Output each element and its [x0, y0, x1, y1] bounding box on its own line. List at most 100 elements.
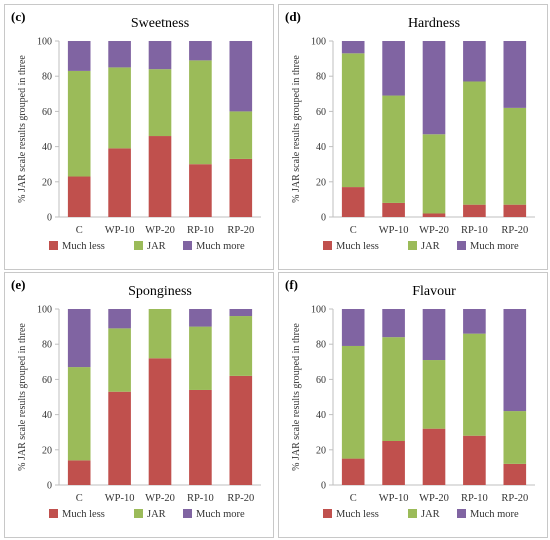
y-tick-label: 40	[42, 142, 52, 153]
x-tick-label: RP-20	[227, 493, 254, 504]
x-tick-label: RP-10	[187, 225, 214, 236]
x-tick-label: RP-10	[461, 493, 488, 504]
bar-jar-c	[67, 70, 91, 177]
stacked-bar-chart: (c) Sweetness % JAR scale results grouped …	[11, 9, 261, 252]
bar-much-more-rp-20	[229, 309, 253, 317]
bar-much-less-wp-10	[382, 202, 405, 217]
x-tick-label: WP-20	[419, 225, 449, 236]
bar-much-more-rp-20	[229, 41, 253, 112]
legend-swatch-jar	[408, 509, 417, 518]
y-tick-label: 60	[316, 375, 326, 386]
bar-much-less-wp-20	[148, 358, 172, 485]
y-tick-label: 20	[316, 177, 326, 188]
bar-jar-rp-10	[189, 60, 212, 165]
y-tick-label: 100	[37, 37, 52, 48]
legend-label-much-more: Much more	[196, 509, 245, 520]
bar-jar-wp-10	[108, 328, 131, 392]
bar-much-more-rp-20	[503, 309, 527, 412]
bar-much-more-rp-10	[189, 41, 212, 61]
bar-much-less-rp-20	[229, 375, 253, 485]
bar-jar-c	[341, 345, 365, 459]
bar-much-less-rp-10	[463, 435, 486, 485]
x-tick-label: WP-20	[419, 493, 449, 504]
bar-much-more-wp-20	[422, 309, 446, 361]
bar-much-less-wp-10	[108, 391, 131, 485]
x-tick-label: WP-10	[379, 225, 409, 236]
x-tick-label: WP-10	[105, 225, 135, 236]
x-tick-label: WP-10	[379, 493, 409, 504]
y-tick-label: 0	[321, 213, 326, 224]
bar-much-more-wp-10	[382, 41, 405, 96]
bar-jar-wp-10	[382, 337, 405, 441]
bar-much-less-rp-10	[189, 164, 212, 217]
y-tick-label: 40	[42, 410, 52, 421]
bar-much-less-c	[341, 187, 365, 217]
bar-much-less-rp-10	[189, 389, 212, 485]
x-tick-label: C	[350, 493, 357, 504]
legend-swatch-much-more	[457, 509, 466, 518]
legend-swatch-much-more	[183, 241, 192, 250]
y-tick-label: 0	[47, 481, 52, 492]
bar-jar-rp-10	[463, 333, 486, 436]
legend-swatch-much-less	[323, 241, 332, 250]
legend-swatch-much-more	[457, 241, 466, 250]
bar-jar-rp-20	[503, 107, 527, 205]
y-tick-label: 80	[42, 340, 52, 351]
legend-swatch-much-more	[183, 509, 192, 518]
legend-label-much-less: Much less	[336, 241, 379, 252]
legend-label-jar: JAR	[147, 241, 166, 252]
x-tick-label: RP-20	[501, 493, 528, 504]
bar-jar-rp-20	[503, 411, 527, 464]
y-tick-label: 100	[37, 305, 52, 316]
bar-jar-wp-10	[382, 95, 405, 203]
bar-much-less-rp-10	[463, 204, 486, 217]
bar-much-less-rp-20	[503, 463, 527, 485]
stacked-bar-chart: (d) Hardness % JAR scale results grouped i…	[285, 9, 535, 252]
x-tick-label: C	[76, 493, 83, 504]
bar-much-less-c	[67, 176, 91, 217]
bar-jar-wp-20	[422, 360, 446, 429]
bar-much-more-wp-10	[382, 309, 405, 338]
chart-panel-sweetness: (c) Sweetness % JAR scale results grouped …	[4, 4, 274, 270]
y-tick-label: 80	[42, 72, 52, 83]
bar-jar-c	[67, 367, 91, 461]
bar-much-less-rp-20	[229, 158, 253, 217]
bar-jar-c	[341, 53, 365, 188]
x-tick-label: C	[350, 225, 357, 236]
legend-swatch-jar	[134, 241, 143, 250]
bar-much-less-wp-10	[382, 441, 405, 485]
legend-swatch-much-less	[323, 509, 332, 518]
stacked-bar-chart: (f) Flavour % JAR scale results grouped in…	[285, 277, 535, 520]
legend-label-much-more: Much more	[470, 509, 519, 520]
legend-swatch-much-less	[49, 509, 58, 518]
y-tick-label: 60	[42, 107, 52, 118]
bar-jar-rp-20	[229, 316, 253, 376]
legend-swatch-jar	[408, 241, 417, 250]
y-tick-label: 100	[311, 37, 326, 48]
bar-jar-rp-10	[463, 81, 486, 205]
x-tick-label: C	[76, 225, 83, 236]
legend-label-much-more: Much more	[470, 241, 519, 252]
x-tick-label: RP-10	[187, 493, 214, 504]
chart-panel-sponginess: (e) Sponginess % JAR scale results grouped…	[4, 272, 274, 538]
bar-much-more-rp-20	[503, 41, 527, 108]
legend-label-jar: JAR	[147, 509, 166, 520]
bar-much-less-rp-20	[503, 204, 527, 217]
bar-much-less-wp-10	[108, 148, 131, 217]
bar-jar-wp-10	[108, 67, 131, 149]
y-tick-label: 60	[42, 375, 52, 386]
y-axis-label: % JAR scale results grouped in three	[17, 55, 28, 203]
y-axis-label: % JAR scale results grouped in three	[291, 55, 302, 203]
legend-label-much-more: Much more	[196, 241, 245, 252]
bar-jar-wp-20	[422, 134, 446, 214]
bar-much-less-wp-20	[422, 213, 446, 217]
panel-letter: (f)	[285, 277, 298, 292]
bar-much-less-wp-20	[422, 428, 446, 485]
bar-much-more-c	[67, 41, 91, 71]
y-tick-label: 20	[316, 445, 326, 456]
chart-title: Sponginess	[128, 284, 192, 299]
y-tick-label: 80	[316, 72, 326, 83]
panel-letter: (d)	[285, 9, 301, 24]
legend-label-jar: JAR	[421, 241, 440, 252]
y-tick-label: 40	[316, 410, 326, 421]
